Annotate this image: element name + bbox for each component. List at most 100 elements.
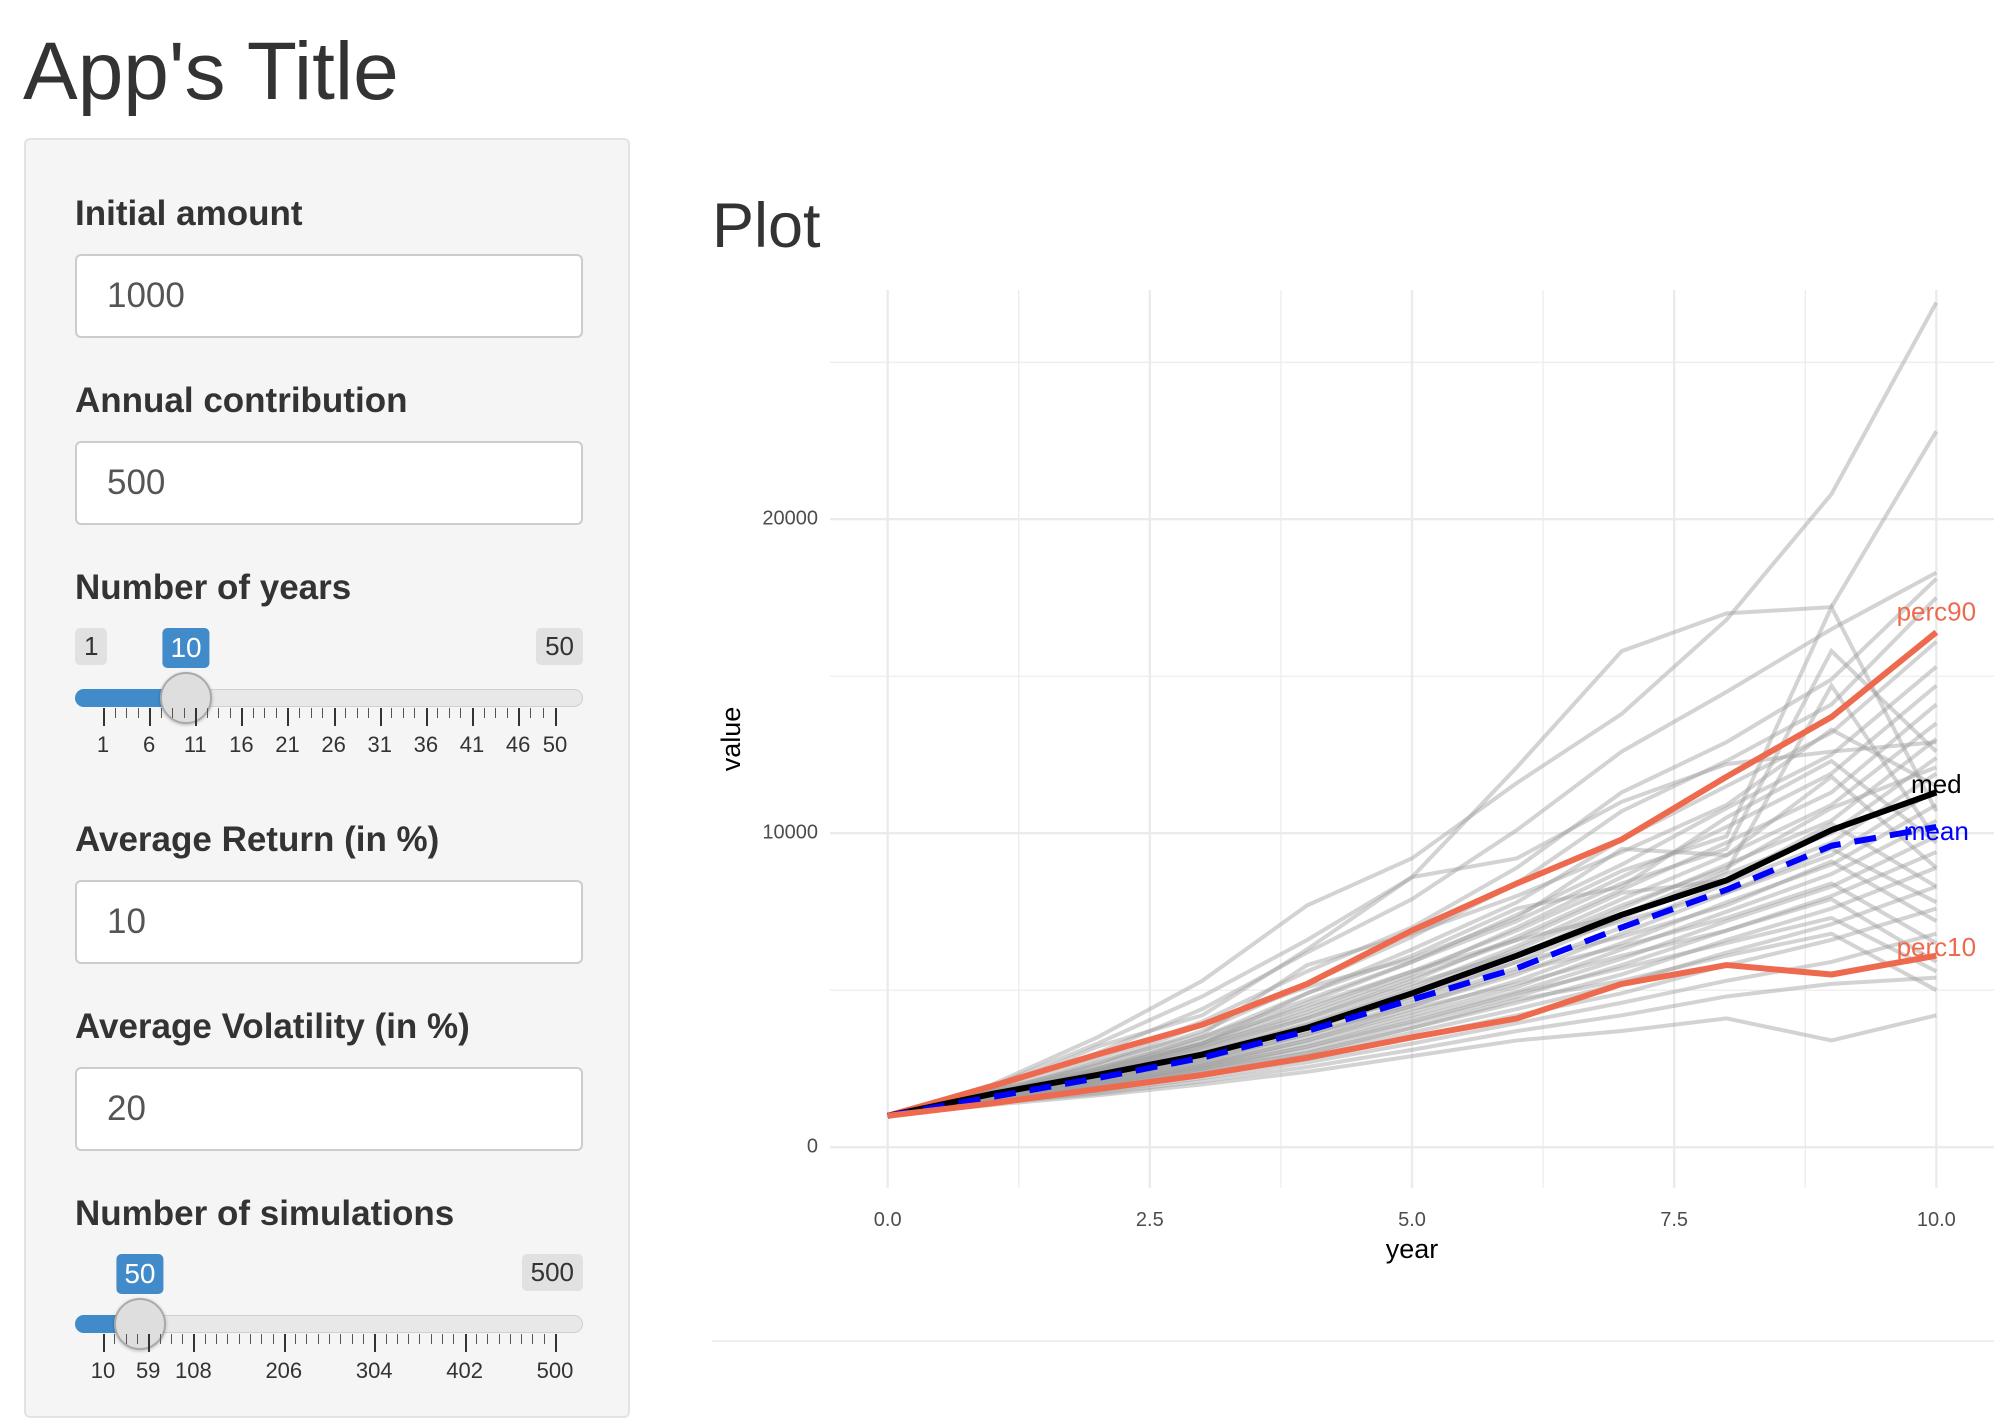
years-slider[interactable]: 1 50 10 1 6 11 16 21 26 31 36 41 46 50: [75, 628, 583, 768]
y-tick-label: 20000: [762, 507, 818, 529]
slider-minor-tick: [408, 1334, 410, 1344]
slider-minor-tick: [362, 1334, 364, 1344]
slider-tick-label: 206: [265, 1358, 303, 1383]
initial-amount-input[interactable]: [75, 254, 583, 338]
slider-minor-tick: [238, 1334, 240, 1344]
slider-tick-label: 10: [90, 1358, 116, 1383]
slider-minor-tick: [542, 708, 544, 718]
mean-annotation: mean: [1904, 816, 1969, 846]
simulation-line: [887, 787, 1938, 1118]
average-return-label: Average Return (in %): [75, 820, 440, 859]
annual-contribution-label: Annual contribution: [75, 381, 408, 420]
slider-minor-tick: [170, 1334, 172, 1344]
simulation-line: [887, 859, 1938, 1118]
slider-major-tick: [464, 1334, 467, 1352]
med-annotation: med: [1911, 769, 1962, 799]
slider-minor-tick: [368, 708, 370, 718]
slider-minor-tick: [126, 708, 128, 718]
slider-minor-tick: [414, 708, 416, 718]
slider-minor-tick: [125, 1334, 127, 1344]
simulations-slider[interactable]: 10 500 50 10 59 108 206 304 402 500: [75, 1254, 583, 1394]
slider-minor-tick: [356, 708, 358, 718]
average-volatility-input[interactable]: [75, 1067, 583, 1151]
slider-minor-tick: [317, 1334, 319, 1344]
slider-tick-label: 46: [505, 732, 531, 757]
simulation-plot: perc90 med mean perc10 0.0 2.5 5.0 7.5 10.0 0 100…: [716, 290, 1994, 1264]
simulation-line: [887, 771, 1938, 1118]
initial-amount-label: Initial amount: [75, 194, 303, 233]
app-title: App's Title: [23, 26, 399, 117]
slider-tick-label: 26: [321, 732, 346, 757]
slider-minor-tick: [419, 1334, 421, 1344]
slider-minor-tick: [340, 1334, 342, 1344]
slider-major-tick: [103, 1334, 105, 1352]
slider-minor-tick: [521, 1334, 523, 1344]
annual-contribution-input[interactable]: [75, 441, 583, 525]
slider-major-tick: [283, 1334, 286, 1352]
x-tick-label: 5.0: [1398, 1209, 1426, 1231]
slider-minor-tick: [261, 1334, 263, 1344]
simulations-slider-handle[interactable]: [113, 1298, 166, 1350]
perc90-line: [886, 629, 1939, 1119]
slider-minor-tick: [498, 1334, 500, 1344]
slider-minor-tick: [299, 708, 301, 718]
slider-minor-tick: [136, 1334, 138, 1344]
number-of-years-label: Number of years: [75, 568, 352, 607]
slider-minor-tick: [437, 708, 439, 718]
slider-minor-tick: [509, 1334, 511, 1344]
slider-major-tick: [103, 708, 105, 726]
simulation-line: [887, 818, 1938, 1118]
slider-minor-tick: [160, 708, 162, 718]
plot-heading: Plot: [712, 191, 821, 261]
slider-minor-tick: [137, 708, 139, 718]
slider-minor-tick: [275, 708, 277, 718]
x-tick-label: 0.0: [874, 1209, 902, 1231]
slider-tick-label: 11: [183, 732, 207, 757]
sidebar-panel: Initial amount Annual contribution Numbe…: [24, 138, 630, 1418]
slider-tick-label: 31: [367, 732, 392, 757]
average-return-input[interactable]: [75, 880, 583, 964]
slider-minor-tick: [532, 1334, 534, 1344]
slider-minor-tick: [183, 708, 185, 718]
simulation-line: [887, 834, 1938, 1118]
slider-tick-label: 304: [355, 1358, 393, 1383]
y-tick-label: 0: [807, 1135, 818, 1157]
slider-minor-tick: [159, 1334, 161, 1344]
years-slider-value: 10: [162, 628, 210, 668]
slider-minor-tick: [249, 1334, 251, 1344]
slider-major-tick: [379, 708, 382, 726]
perc90-annotation: perc90: [1897, 596, 1977, 626]
slider-tick-label: 500: [536, 1358, 574, 1383]
slider-minor-tick: [218, 708, 220, 718]
simulations-slider-tick-labels: 10 59 108 206 304 402 500: [75, 1358, 583, 1388]
slider-minor-tick: [448, 708, 450, 718]
slider-minor-tick: [252, 708, 254, 718]
years-slider-ticks: [75, 708, 583, 728]
slider-minor-tick: [310, 708, 312, 718]
years-slider-handle[interactable]: [160, 672, 213, 724]
slider-tick-label: 50: [542, 732, 568, 757]
slider-minor-tick: [227, 1334, 229, 1344]
slider-minor-tick: [229, 708, 231, 718]
years-slider-fill: [75, 689, 187, 707]
years-slider-tick-labels: 1 6 11 16 21 26 31 36 41 46 50: [75, 732, 583, 762]
slider-tick-label: 6: [142, 732, 156, 757]
years-slider-max: 50: [536, 628, 583, 666]
slider-minor-tick: [543, 1334, 545, 1344]
slider-major-tick: [333, 708, 336, 726]
slider-minor-tick: [483, 708, 485, 718]
simulation-line: [887, 1013, 1937, 1118]
simulation-line: [887, 774, 1938, 1118]
x-tick-label: 7.5: [1660, 1209, 1688, 1231]
med-line: [887, 789, 1938, 1119]
slider-minor-tick: [506, 708, 508, 718]
mean-line: [887, 823, 1937, 1119]
slider-minor-tick: [295, 1334, 297, 1344]
slider-minor-tick: [114, 1334, 116, 1344]
x-tick-label: 2.5: [1136, 1209, 1164, 1231]
x-tick-label: 10.0: [1917, 1209, 1956, 1231]
simulation-line: [887, 758, 1938, 1118]
simulation-line: [887, 975, 1937, 1118]
slider-major-tick: [195, 708, 198, 726]
slider-minor-tick: [430, 1334, 432, 1344]
